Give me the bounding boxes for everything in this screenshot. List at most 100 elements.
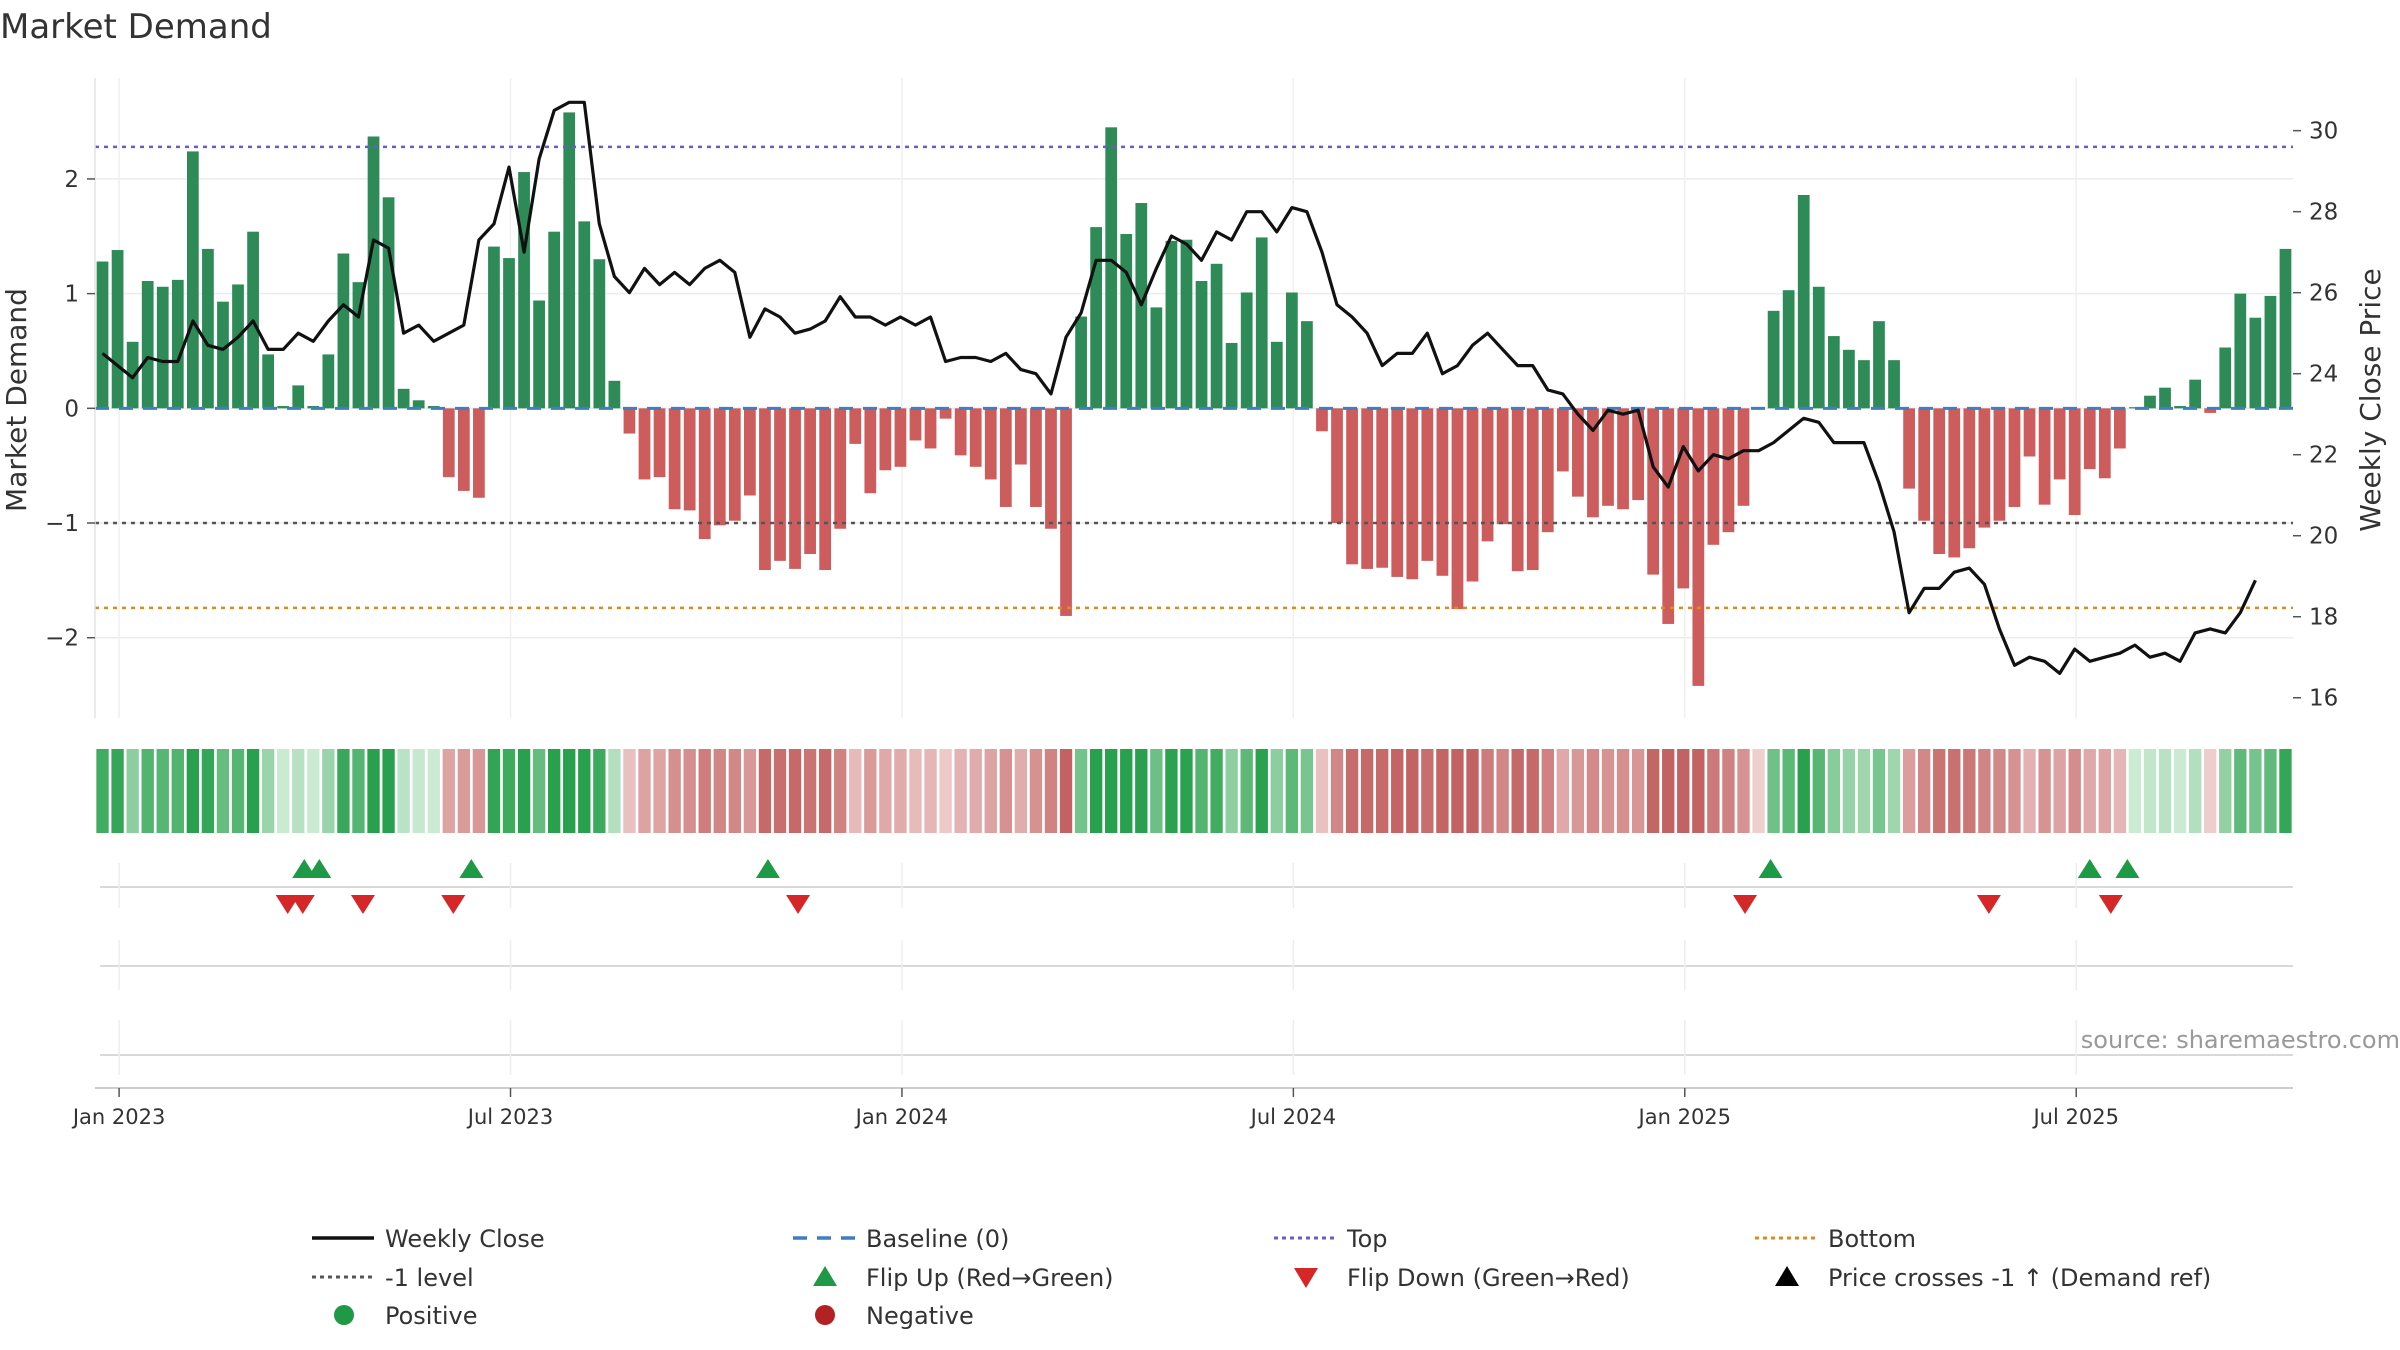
- heat-cell: [1677, 749, 1690, 833]
- demand-bar: [1632, 408, 1644, 501]
- demand-bar: [2038, 408, 2051, 505]
- heat-cell: [547, 749, 561, 833]
- heat-cell: [834, 749, 847, 833]
- demand-bar: [1692, 408, 1705, 686]
- flip-up-marker: [2077, 859, 2102, 878]
- flip-down-marker: [786, 895, 811, 914]
- heat-cell: [427, 749, 440, 833]
- demand-bar: [2219, 347, 2232, 409]
- demand-bar: [1602, 408, 1614, 506]
- heat-cell: [1662, 749, 1675, 833]
- flip-down-marker: [441, 895, 466, 914]
- demand-bar: [984, 408, 997, 480]
- heat-cell: [1330, 749, 1344, 833]
- heat-cell: [1917, 749, 1931, 833]
- demand-bar: [1812, 286, 1825, 409]
- demand-bar: [1587, 408, 1599, 518]
- heat-cell: [1165, 749, 1178, 833]
- demand-bar: [397, 388, 410, 409]
- demand-bar: [2098, 408, 2111, 479]
- demand-bar: [2113, 408, 2126, 449]
- heat-cell: [1978, 749, 1991, 833]
- heat-cell: [1270, 749, 1283, 833]
- demand-bar: [2144, 395, 2156, 409]
- heat-cell: [1887, 749, 1901, 833]
- heat-cell: [1014, 749, 1028, 833]
- demand-bar: [518, 172, 530, 409]
- demand-bar: [1165, 240, 1178, 409]
- demand-bar: [1617, 408, 1629, 510]
- demand-bar: [1843, 349, 1855, 409]
- price-line-layer: [101, 100, 2257, 676]
- heat-cell: [1406, 749, 1419, 833]
- heat-cell: [1391, 749, 1404, 833]
- y-tick-label: 2: [64, 167, 79, 193]
- demand-bar: [698, 408, 711, 540]
- heat-cell: [2204, 749, 2217, 833]
- demand-heat-strip: [96, 749, 2292, 833]
- heat-cell: [1059, 749, 1073, 833]
- demand-bar: [1285, 292, 1298, 409]
- heat-cell: [2158, 749, 2172, 833]
- heat-cell: [1120, 749, 1133, 833]
- heat-cell: [939, 749, 952, 833]
- heat-cell: [818, 749, 832, 833]
- heat-cell: [773, 749, 787, 833]
- demand-bar: [1255, 237, 1268, 409]
- flip-up-marker: [755, 859, 780, 878]
- heat-cell: [758, 749, 772, 833]
- heat-cell: [412, 749, 425, 833]
- heat-cell: [1646, 749, 1660, 833]
- heat-cell: [1195, 749, 1208, 833]
- demand-bar: [1541, 408, 1554, 533]
- heat-cell: [2234, 749, 2247, 833]
- legend-label: Baseline (0): [866, 1225, 1009, 1253]
- demand-bar: [473, 408, 485, 498]
- demand-bar: [141, 281, 154, 409]
- heat-cell: [1225, 749, 1238, 833]
- heat-cell: [1948, 749, 1961, 833]
- heat-cell: [231, 749, 245, 833]
- x-tick-label: Jul 2025: [2031, 1105, 2118, 1129]
- demand-bar: [1225, 342, 1238, 409]
- demand-bar: [96, 261, 109, 409]
- heat-cell: [638, 749, 651, 833]
- flip-down-marker: [275, 895, 300, 914]
- demand-bar: [412, 400, 425, 409]
- y-tick-label: −1: [45, 511, 79, 537]
- demand-bar: [789, 408, 801, 569]
- heat-cell: [803, 749, 817, 833]
- demand-bar: [1240, 292, 1253, 409]
- demand-bar: [1511, 408, 1524, 572]
- heat-cell: [623, 749, 636, 833]
- legend-label: Flip Up (Red→Green): [866, 1264, 1114, 1292]
- heat-cell: [1556, 749, 1570, 833]
- demand-bar: [1014, 408, 1027, 465]
- heat-cell: [1797, 749, 1810, 833]
- heat-cell: [608, 749, 621, 833]
- heat-cell: [668, 749, 681, 833]
- heat-cell: [1631, 749, 1645, 833]
- heat-cell: [1240, 749, 1253, 833]
- demand-bar: [1210, 263, 1223, 409]
- demand-bar: [894, 408, 907, 467]
- demand-bar: [1030, 408, 1042, 507]
- demand-bar: [804, 408, 816, 554]
- demand-bar: [924, 408, 937, 449]
- x-tick-label: Jul 2024: [1249, 1105, 1336, 1129]
- y-tick-label: 1: [64, 282, 79, 308]
- heat-cell: [969, 749, 982, 833]
- demand-bar: [1858, 360, 1870, 409]
- demand-bar: [1903, 408, 1915, 489]
- demand-bar: [1993, 408, 2006, 521]
- heat-cell: [2143, 749, 2157, 833]
- heat-cell: [1135, 749, 1148, 833]
- demand-bar: [156, 286, 169, 409]
- demand-bar: [1933, 408, 1946, 554]
- y2-tick-label: 20: [2309, 524, 2338, 550]
- heat-cell: [201, 749, 215, 833]
- demand-bar: [1526, 408, 1539, 571]
- demand-bar: [1316, 408, 1328, 432]
- heat-cell: [1481, 749, 1494, 833]
- heat-cell: [1150, 749, 1163, 833]
